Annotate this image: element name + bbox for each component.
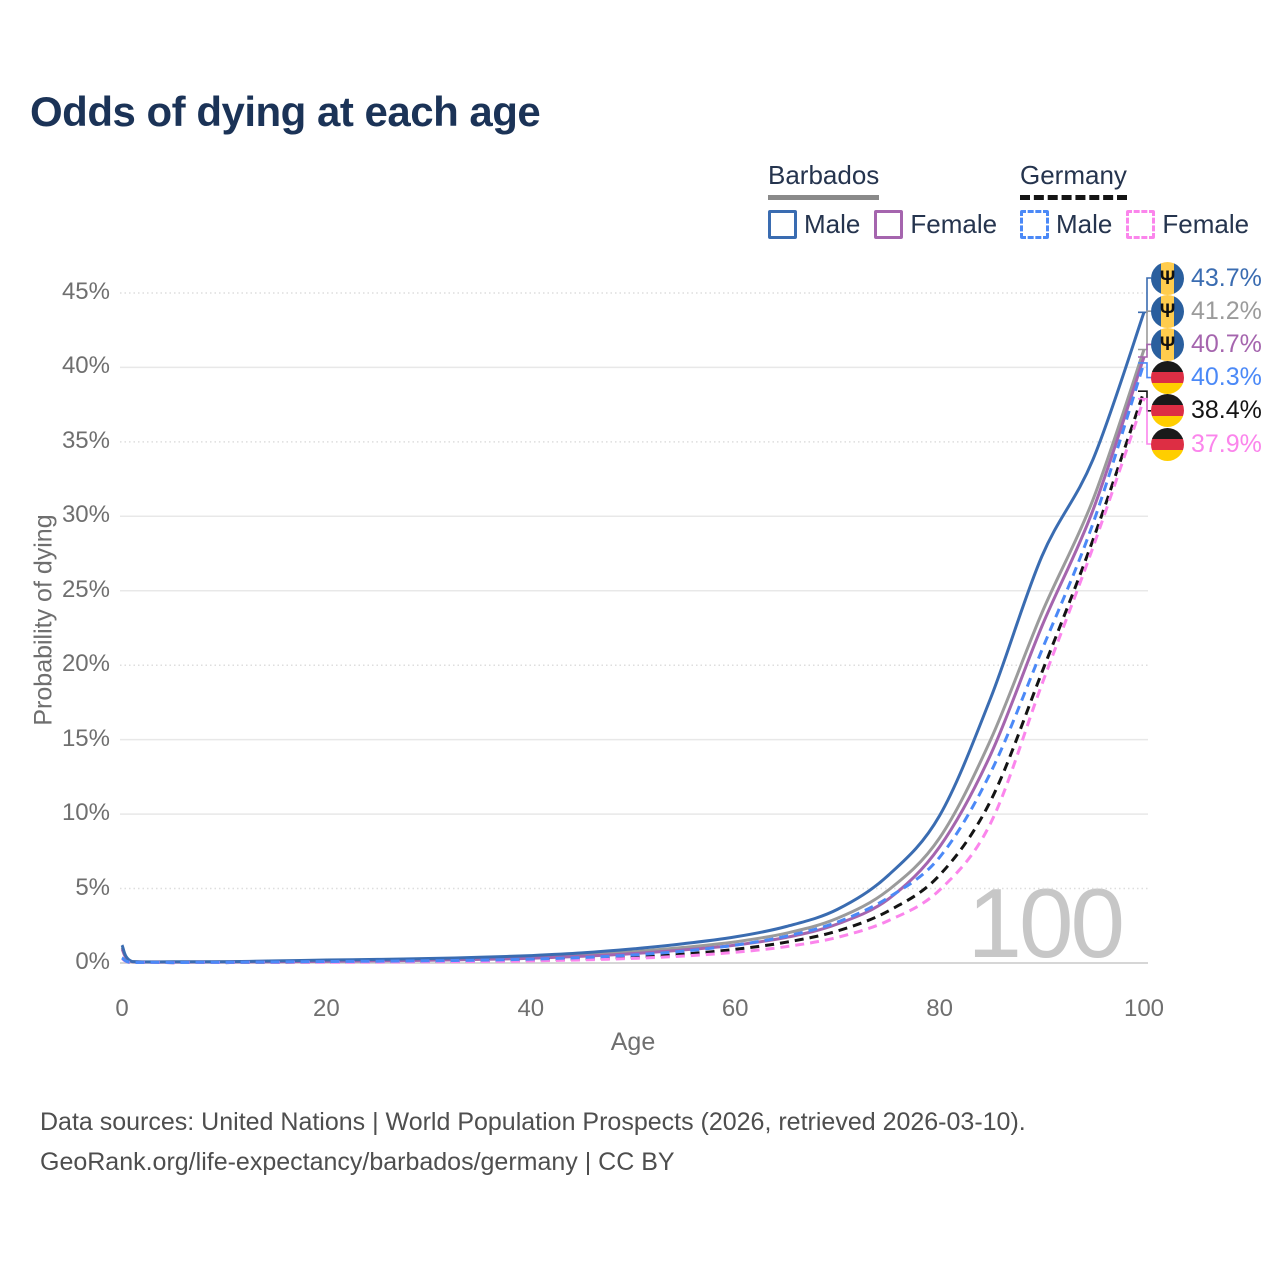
end-label-value: 40.7% [1191,329,1262,358]
legend-country-barbados: Barbados [768,160,880,200]
x-tick-label: 60 [721,995,749,1022]
end-label-value: 37.9% [1191,429,1262,458]
series-barbados-female-line [120,356,1146,964]
legend-item-label: Male [804,209,861,239]
y-axis-title: Probability of dying [29,514,58,726]
legend-item-label: Female [910,209,998,239]
series-barbados-male-line [120,311,1146,964]
end-label-value: 43.7% [1191,263,1262,292]
page-title: Odds of dying at each age [30,88,541,135]
end-label-barbados: Ψ 43.7% [1151,261,1262,295]
barbados-flag-icon: Ψ [1151,261,1184,295]
end-label-value: 38.4% [1191,396,1262,425]
y-tick-label: 5% [75,873,110,901]
legend-item-barbados-male[interactable]: Male [768,209,860,240]
y-tick-label: 15% [61,724,110,752]
end-label-value: 40.3% [1191,363,1262,392]
legend-item-germany-female[interactable]: Female [1126,209,1249,240]
trident-glyph: Ψ [1159,333,1176,355]
legend-item-barbados-female[interactable]: Female [874,209,997,240]
trident-glyph: Ψ [1159,267,1176,289]
germany-flag-icon [1151,394,1184,428]
y-tick-label: 35% [61,426,110,454]
end-label-barbados: Ψ 40.7% [1151,327,1262,361]
x-tick-label: 0 [115,995,129,1022]
series-germany-male-line [121,362,1146,965]
y-tick-label: 20% [61,650,110,678]
barbados-female-checkbox-icon[interactable] [874,210,904,239]
legend-item-label: Female [1162,209,1250,239]
barbados-flag-icon: Ψ [1151,294,1184,328]
end-label-value: 41.2% [1191,296,1262,325]
end-label-germany: 40.3% [1151,361,1262,395]
barbados-flag-icon: Ψ [1151,327,1184,361]
series-germany-female-line [121,398,1146,965]
germany-flag-icon [1151,427,1184,461]
y-tick-label: 25% [61,575,110,603]
y-tick-label: 40% [61,352,110,380]
trident-glyph: Ψ [1159,300,1176,322]
germany-male-checkbox-icon[interactable] [1020,210,1049,239]
x-tick-label: 20 [313,995,340,1022]
y-tick-label: 45% [61,277,110,305]
series-germany-both-line [121,390,1146,965]
y-tick-label: 0% [75,948,110,975]
end-label-germany: 38.4% [1151,394,1262,428]
legend-group-germany: Germany Male Female [1020,160,1249,240]
x-tick-label: 100 [1123,995,1165,1022]
x-tick-label: 80 [926,995,953,1022]
y-tick-label: 30% [61,501,110,529]
x-tick-label: 40 [517,995,545,1022]
footer-data-sources: Data sources: United Nations | World Pop… [40,1108,1026,1136]
x-axis-title: Age [610,1028,656,1056]
footer-attribution-link: GeoRank.org/life-expectancy/barbados/ger… [40,1148,675,1176]
legend-group-barbados: Barbados Male Female [768,160,997,240]
end-label-germany: 37.9% [1151,427,1262,461]
legend-item-label: Male [1056,209,1113,239]
end-label-barbados: Ψ 41.2% [1151,294,1262,328]
barbados-male-checkbox-icon[interactable] [768,210,797,239]
germany-flag-icon [1151,361,1184,395]
hovered-age-watermark: 100 [967,868,1125,978]
germany-female-checkbox-icon[interactable] [1126,210,1156,239]
legend-country-germany: Germany [1020,160,1127,200]
y-tick-label: 10% [61,799,110,827]
legend-item-germany-male[interactable]: Male [1020,209,1112,240]
